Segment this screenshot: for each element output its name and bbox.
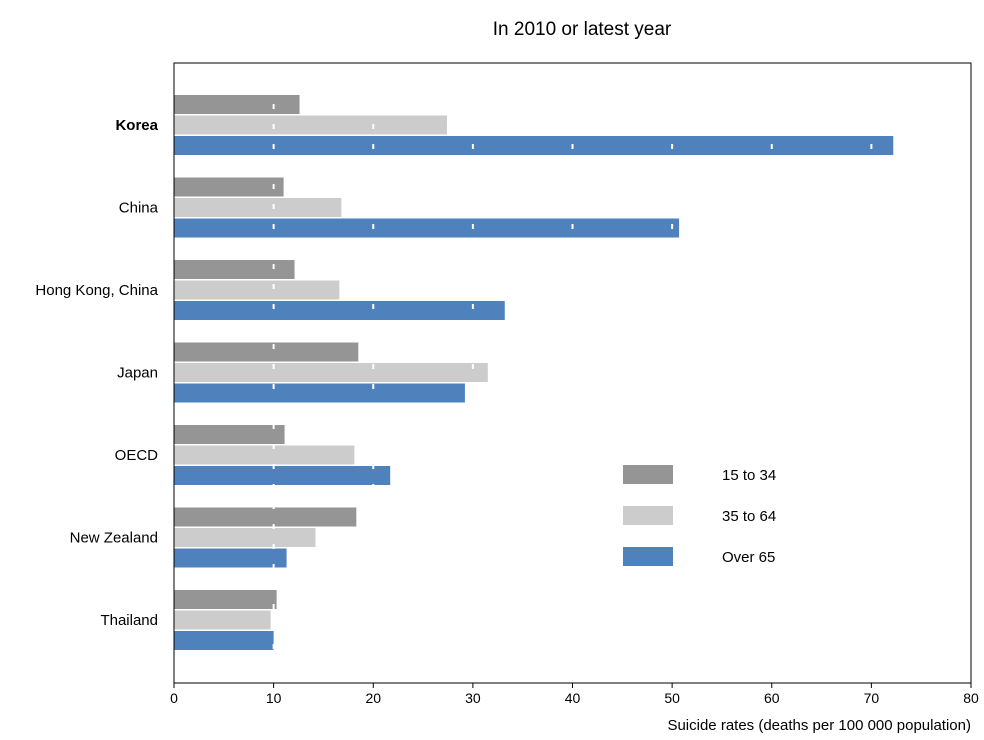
bar-3-1: [174, 363, 488, 382]
category-label-5: New Zealand: [70, 530, 158, 547]
bar-0-1: [174, 115, 447, 135]
legend-label-2: Over 65: [722, 549, 775, 566]
bar-1-0: [174, 177, 284, 197]
bar-3-2: [174, 383, 465, 403]
bar-5-1: [174, 528, 316, 547]
category-label-3: Japan: [117, 365, 158, 382]
legend-swatch-1: [623, 506, 673, 525]
bar-6-0: [174, 590, 277, 609]
category-labels: Korea China Hong Kong, China Japan OECD New Z…: [35, 117, 158, 629]
bar-2-1: [174, 280, 340, 300]
x-tick-label-0: 0: [170, 690, 178, 706]
bar-2-0: [174, 260, 295, 279]
category-label-0: Korea: [115, 117, 158, 134]
bar-6-2: [174, 631, 274, 650]
bar-6-1: [174, 610, 271, 630]
x-axis-label: Suicide rates (deaths per 100 000 popula…: [667, 717, 971, 734]
x-tick-label-5: 50: [664, 690, 680, 706]
bar-1-1: [174, 198, 342, 217]
x-tick-label-7: 70: [864, 690, 880, 706]
category-label-1: China: [119, 200, 159, 217]
bar-4-0: [174, 425, 285, 444]
bar-3-0: [174, 342, 359, 362]
x-tick-label-1: 10: [266, 690, 282, 706]
bar-5-2: [174, 548, 287, 568]
legend: 15 to 34 35 to 64 Over 65: [623, 465, 776, 566]
gridlines-layer: [272, 64, 873, 682]
x-tick-label-3: 30: [465, 690, 481, 706]
x-axis-ticks: 0 10 20 30 40 50 60 70 80: [170, 683, 979, 706]
x-tick-label-6: 60: [764, 690, 780, 706]
legend-swatch-2: [623, 547, 673, 566]
legend-swatch-0: [623, 465, 673, 484]
x-tick-label-4: 40: [565, 690, 581, 706]
bar-0-2: [174, 136, 894, 155]
category-label-2: Hong Kong, China: [35, 282, 158, 299]
bars-layer: [174, 95, 894, 650]
bar-0-0: [174, 95, 300, 114]
bar-2-2: [174, 301, 505, 320]
bar-4-1: [174, 445, 355, 465]
x-tick-label-2: 20: [365, 690, 381, 706]
legend-label-1: 35 to 64: [722, 508, 776, 525]
bar-1-2: [174, 218, 680, 238]
category-label-4: OECD: [115, 447, 159, 464]
legend-label-0: 15 to 34: [722, 467, 776, 484]
bar-5-0: [174, 507, 357, 527]
bar-4-2: [174, 466, 391, 485]
category-label-6: Thailand: [100, 612, 158, 629]
x-tick-label-8: 80: [963, 690, 979, 706]
chart-title: In 2010 or latest year: [493, 19, 672, 40]
